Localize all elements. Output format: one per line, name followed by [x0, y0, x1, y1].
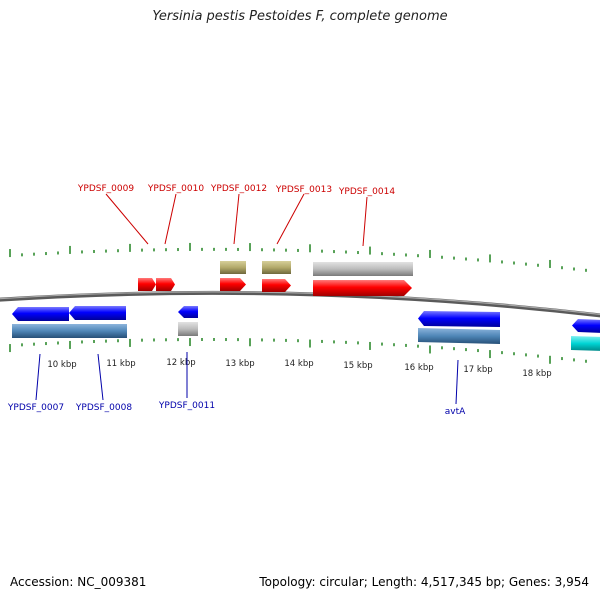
map-title: Yersinia pestis Pestoides F, complete ge…: [152, 9, 448, 24]
gene-arrow-forward[interactable]: [262, 279, 291, 292]
cds-track-forward: [220, 261, 413, 276]
gene-label[interactable]: avtA: [445, 407, 466, 417]
kbp-label: 13 kbp: [225, 359, 254, 369]
gene-arrow-reverse[interactable]: [418, 311, 500, 327]
kbp-label: 11 kbp: [106, 359, 135, 369]
gene-arrow-reverse[interactable]: [69, 306, 126, 320]
forward-gene-labels: YPDSF_0009 YPDSF_0010 YPDSF_0012 YPDSF_0…: [77, 184, 395, 247]
gene-arrow-forward[interactable]: [220, 278, 246, 291]
reverse-genes: [12, 306, 600, 333]
lower-tick-marks: [9, 337, 587, 364]
kbp-label: 12 kbp: [166, 358, 195, 368]
gene-label[interactable]: YPDSF_0009: [77, 184, 134, 194]
gene-arrow-forward[interactable]: [156, 278, 175, 291]
kbp-label: 16 kbp: [404, 363, 433, 373]
genome-backbone: [0, 290, 600, 318]
cds-bar[interactable]: [313, 262, 413, 276]
gene-label[interactable]: YPDSF_0011: [158, 401, 215, 411]
gene-arrow-reverse[interactable]: [178, 306, 198, 318]
kbp-label: 15 kbp: [343, 361, 372, 371]
cds-bar[interactable]: [418, 328, 500, 344]
reverse-gene-labels: YPDSF_0007 YPDSF_0008 YPDSF_0011 avtA: [7, 352, 466, 417]
gene-label[interactable]: YPDSF_0008: [75, 403, 132, 413]
gene-label[interactable]: YPDSF_0012: [210, 184, 267, 194]
forward-genes: [138, 278, 412, 296]
genome-summary-text: Topology: circular; Length: 4,517,345 bp…: [259, 575, 589, 589]
cds-bar[interactable]: [262, 261, 291, 274]
gene-label[interactable]: YPDSF_0010: [147, 184, 204, 194]
kbp-label: 17 kbp: [463, 365, 492, 375]
gene-label[interactable]: YPDSF_0013: [275, 185, 332, 195]
cds-bar[interactable]: [12, 324, 127, 338]
cds-track-reverse: [12, 322, 600, 351]
cds-bar[interactable]: [220, 261, 246, 274]
upper-tick-marks: [9, 242, 587, 272]
kbp-label: 14 kbp: [284, 359, 313, 369]
gene-arrow-forward[interactable]: [138, 278, 156, 291]
gene-arrow-reverse[interactable]: [572, 319, 600, 333]
gene-label[interactable]: YPDSF_0007: [7, 403, 64, 413]
kbp-label: 10 kbp: [47, 360, 76, 370]
kbp-label: 18 kbp: [522, 369, 551, 379]
accession-text: Accession: NC_009381: [10, 575, 147, 589]
kbp-scale-labels: 10 kbp 11 kbp 12 kbp 13 kbp 14 kbp 15 kb…: [47, 358, 551, 379]
gene-arrow-reverse[interactable]: [12, 307, 69, 321]
gene-label[interactable]: YPDSF_0014: [338, 187, 395, 197]
gene-arrow-forward[interactable]: [313, 280, 412, 296]
cds-bar[interactable]: [571, 336, 600, 351]
cds-bar[interactable]: [178, 322, 198, 336]
